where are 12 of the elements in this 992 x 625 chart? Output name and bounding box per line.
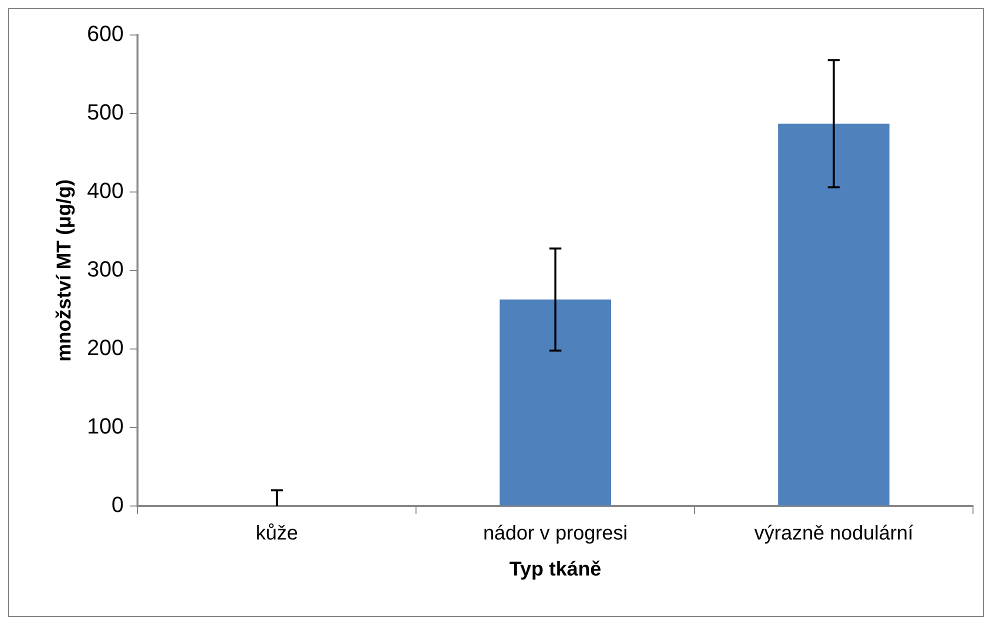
x-tick-label: nádor v progresi: [483, 522, 628, 545]
x-axis-title: Typ tkáně: [509, 558, 602, 581]
y-tick-label: 300: [86, 256, 124, 282]
y-tick-label: 400: [86, 178, 124, 204]
x-tick-label: kůže: [256, 522, 298, 545]
y-tick-label: 200: [86, 335, 124, 360]
x-tick-label: výrazně nodulární: [754, 522, 914, 545]
y-tick-label: 100: [86, 414, 124, 439]
y-axis-title: množství MT (μg/g): [54, 179, 76, 362]
y-tick-label: 600: [86, 21, 124, 46]
y-tick-label: 500: [86, 100, 124, 125]
y-tick-label: 0: [111, 492, 124, 518]
